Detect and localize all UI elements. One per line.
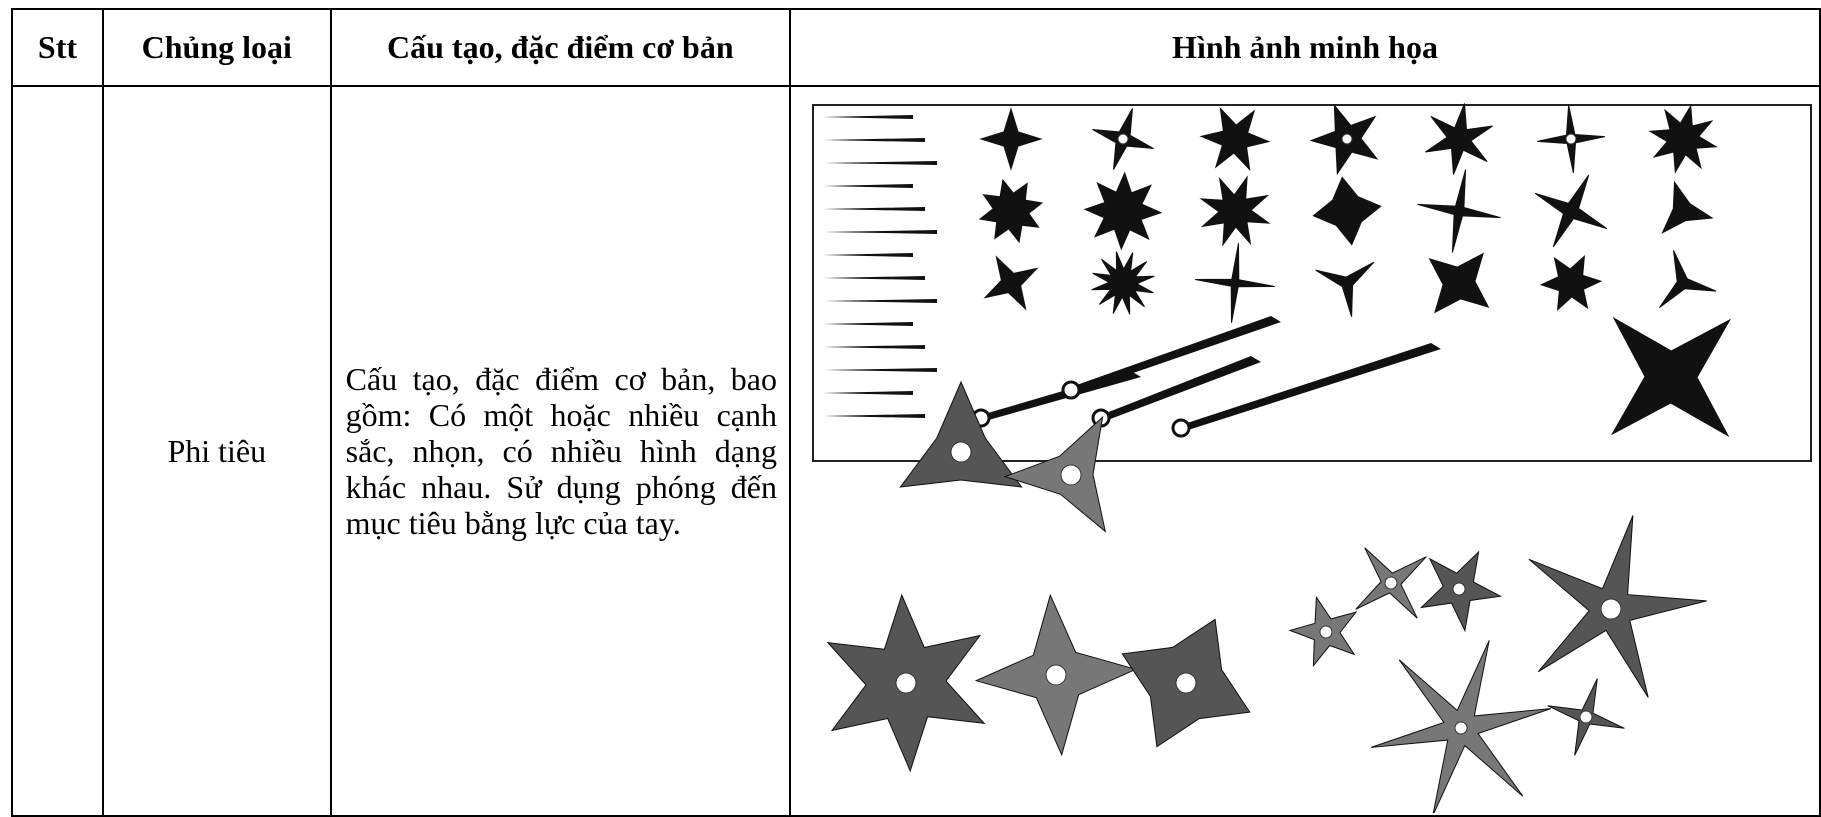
knife bbox=[1181, 343, 1441, 431]
needle bbox=[823, 138, 925, 142]
header-row: Stt Chủng loại Cấu tạo, đặc điểm cơ bản … bbox=[11, 8, 1821, 87]
shuriken bbox=[1199, 106, 1271, 172]
illustration bbox=[812, 103, 1812, 813]
shuriken-hole bbox=[1565, 133, 1577, 145]
knife bbox=[1101, 356, 1261, 421]
shuriken-hole bbox=[1384, 576, 1398, 590]
needle bbox=[823, 299, 937, 303]
header-cell: Cấu tạo, đặc điểm cơ bản bbox=[329, 8, 792, 87]
knife-ring bbox=[1061, 380, 1081, 400]
shuriken bbox=[1534, 174, 1608, 248]
header-cell: Chủng loại bbox=[101, 8, 332, 87]
needle bbox=[823, 276, 925, 280]
shuriken bbox=[1539, 254, 1603, 312]
header-cell: Stt bbox=[11, 8, 104, 87]
shuriken-hole bbox=[1319, 625, 1333, 639]
needle bbox=[823, 161, 937, 165]
needle bbox=[823, 253, 913, 257]
shuriken bbox=[1003, 415, 1107, 533]
shuriken-hole bbox=[1452, 582, 1466, 596]
shuriken-hole bbox=[1117, 133, 1129, 145]
needle bbox=[823, 322, 913, 326]
knife-ring bbox=[1171, 418, 1191, 438]
shuriken-hole bbox=[950, 441, 972, 463]
shuriken bbox=[1195, 243, 1275, 323]
shuriken bbox=[979, 107, 1043, 171]
needle bbox=[823, 391, 913, 395]
shuriken bbox=[1417, 169, 1501, 253]
image-cell bbox=[789, 85, 1821, 817]
header-cell: Hình ảnh minh họa bbox=[789, 8, 1821, 87]
needle bbox=[823, 115, 913, 119]
shuriken-hole bbox=[895, 672, 917, 694]
needle bbox=[823, 368, 937, 372]
needle bbox=[823, 230, 937, 234]
shuriken-hole bbox=[1060, 464, 1082, 486]
shuriken bbox=[899, 380, 1023, 488]
shuriken bbox=[1083, 171, 1163, 251]
shuriken-hole bbox=[1045, 664, 1067, 686]
shuriken-hole bbox=[1454, 721, 1468, 735]
shuriken bbox=[1428, 252, 1490, 314]
body-row: Phi tiêu Cấu tạo, đặc điểm cơ bản, bao g… bbox=[11, 85, 1821, 817]
shuriken bbox=[1659, 250, 1717, 309]
shuriken bbox=[1091, 251, 1155, 315]
shuriken bbox=[1648, 104, 1718, 174]
needle bbox=[823, 345, 925, 349]
needle bbox=[823, 184, 913, 188]
shuriken bbox=[1425, 103, 1493, 175]
shuriken bbox=[1312, 176, 1382, 246]
shuriken bbox=[1315, 261, 1375, 317]
shuriken bbox=[1199, 175, 1271, 247]
weapons-table: Stt Chủng loại Cấu tạo, đặc điểm cơ bản … bbox=[11, 8, 1821, 817]
shuriken bbox=[983, 255, 1039, 311]
shuriken-hole bbox=[1341, 133, 1353, 145]
shuriken bbox=[1661, 180, 1714, 234]
type-cell: Phi tiêu bbox=[101, 85, 332, 817]
stt-cell bbox=[11, 85, 104, 817]
shuriken bbox=[978, 178, 1044, 244]
shuriken-hole bbox=[1175, 672, 1197, 694]
knife bbox=[1071, 316, 1281, 393]
shuriken bbox=[1610, 316, 1732, 438]
needle bbox=[823, 207, 925, 211]
description-cell: Cấu tạo, đặc điểm cơ bản, bao gồm: Có mộ… bbox=[329, 85, 792, 817]
shuriken-hole bbox=[1579, 710, 1593, 724]
needle bbox=[823, 414, 925, 418]
shuriken-hole bbox=[1600, 598, 1622, 620]
